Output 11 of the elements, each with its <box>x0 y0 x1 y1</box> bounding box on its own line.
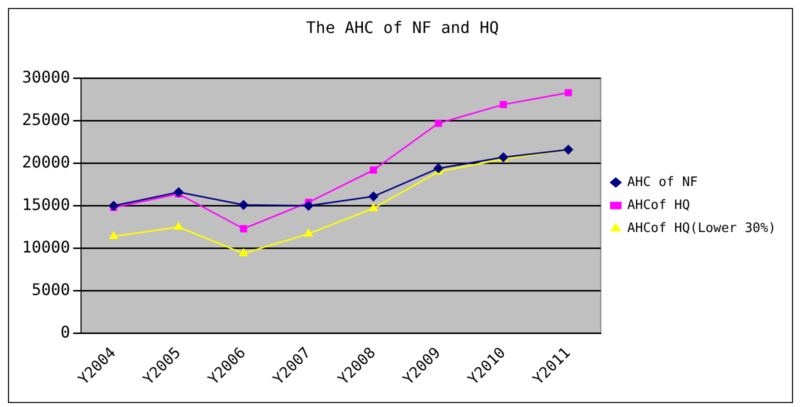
y-tick-label: 25000 <box>22 110 70 129</box>
y-tick-label: 10000 <box>22 237 70 256</box>
y-tick-label: 15000 <box>22 194 70 214</box>
y-tick-label: 0 <box>60 322 70 342</box>
legend-label: AHC of NF <box>627 174 698 190</box>
y-tick-label: 20000 <box>22 152 70 172</box>
y-tick-label: 30000 <box>22 67 70 86</box>
legend-label: AHCof HQ <box>627 198 690 213</box>
y-tick-label: 5000 <box>32 280 70 299</box>
legend-label: AHCof HQ(Lower 30%) <box>627 220 776 236</box>
chart-title: The AHC of NF and HQ <box>306 18 499 37</box>
